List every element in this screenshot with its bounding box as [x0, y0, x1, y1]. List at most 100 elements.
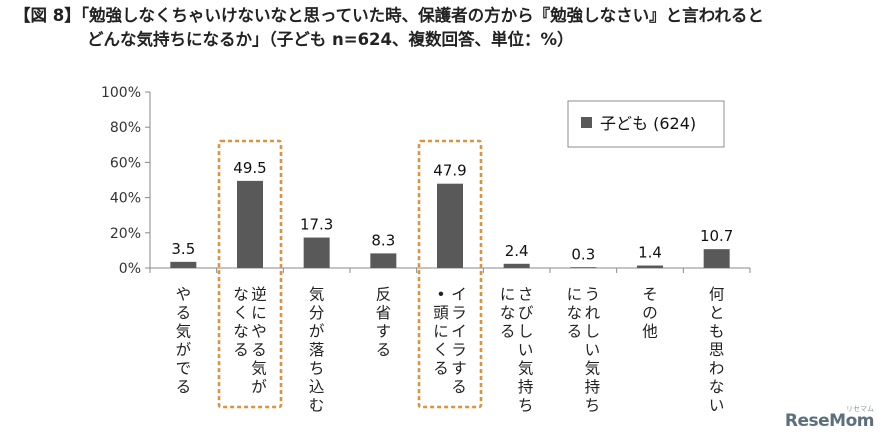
legend-swatch: [581, 117, 592, 128]
category-label-char: そ: [642, 286, 658, 304]
brand-logo-text: ReseMom: [784, 411, 875, 431]
category-label-char: 省: [376, 304, 392, 322]
category-label-char: る: [567, 323, 583, 341]
highlight-boxes: [217, 139, 483, 409]
y-tick-label: 40%: [110, 191, 141, 207]
bar: [370, 253, 397, 268]
category-label-char: 何: [709, 286, 725, 304]
category-label-char: し: [585, 323, 601, 341]
legend: 子ども (624): [567, 100, 725, 148]
category-label-char: で: [176, 360, 192, 378]
category-label-char: が: [251, 378, 267, 396]
y-tick-label: 100%: [101, 85, 141, 101]
category-label-char: む: [309, 397, 325, 415]
category-label-char: る: [433, 360, 449, 378]
category-label-char: な: [233, 323, 249, 341]
bars: [170, 180, 730, 268]
category-label-char: 持: [518, 378, 534, 396]
value-label: 49.5: [233, 159, 266, 177]
y-tick-label: 80%: [110, 120, 141, 136]
category-label-char: ち: [309, 360, 325, 378]
value-label: 10.7: [700, 227, 733, 245]
category-label-char: さ: [518, 286, 534, 304]
brand-logo: ReseMom リセマム: [784, 405, 875, 431]
highlight-box: [217, 139, 283, 409]
category-label-char: 気: [251, 360, 267, 378]
category-label-char: る: [251, 341, 267, 359]
category-label-char: く: [233, 304, 249, 322]
category-label-char: 込: [309, 378, 325, 396]
y-tick-label: 0%: [119, 261, 141, 277]
category-label-char: 気: [585, 360, 601, 378]
bar: [570, 267, 597, 268]
category-label-char: し: [518, 323, 534, 341]
category-labels: やる気がでる逆にやる気がなくなる気分が落ち込む反省するイライラする•頭にくるさび…: [176, 286, 725, 415]
value-label: 2.4: [505, 242, 529, 260]
category-label-char: る: [233, 341, 249, 359]
category-label-char: イ: [451, 286, 467, 304]
category-label-char: が: [176, 341, 192, 359]
category-label-char: な: [709, 378, 725, 396]
category-label-char: の: [642, 304, 658, 322]
value-label: 8.3: [371, 231, 395, 249]
category-label-char: 落: [309, 341, 325, 359]
category-label-char: や: [251, 323, 267, 341]
highlight-box: [417, 139, 483, 409]
category-label-char: く: [433, 341, 449, 359]
value-label: 0.3: [571, 245, 595, 263]
category-label-char: が: [309, 323, 325, 341]
category-label-char: 頭: [433, 304, 449, 322]
category-label-char: ラ: [451, 341, 467, 359]
category-label-char: る: [176, 304, 192, 322]
category-label-char: と: [709, 304, 725, 322]
value-label: 47.9: [433, 162, 466, 180]
category-label-char: 他: [642, 323, 658, 341]
legend-box: [567, 100, 725, 148]
category-label-char: イ: [451, 323, 467, 341]
bar: [703, 249, 730, 268]
category-label-char: ラ: [451, 304, 467, 322]
category-label-char: す: [451, 360, 467, 378]
chart-title: 【図 8】「勉強しなくちゃいけないなと思っていた時、保護者の方から『勉強しなさい…: [14, 4, 874, 52]
category-label-char: も: [709, 323, 725, 341]
category-label-char: る: [451, 378, 467, 396]
category-label-char: な: [233, 286, 249, 304]
category-label-char: い: [709, 397, 725, 415]
bar: [303, 237, 330, 268]
category-label-char: に: [251, 304, 267, 322]
category-label-char: る: [500, 323, 516, 341]
category-label-char: い: [518, 341, 534, 359]
value-label: 17.3: [300, 216, 333, 234]
category-label-char: な: [500, 304, 516, 322]
y-tick-label: 20%: [110, 226, 141, 242]
bar: [503, 263, 530, 268]
value-labels: 3.5 49.5 17.3 8.3 47.9 2.4 0.3 1.4 10.7: [171, 159, 733, 264]
value-label: 3.5: [171, 240, 195, 258]
chart-title-line-2: どんな気持ちになるか」（子ども n=624、複数回答、単位：%）: [87, 30, 574, 49]
category-label-char: 思: [709, 341, 725, 359]
category-label-char: る: [376, 341, 392, 359]
category-label-char: に: [500, 286, 516, 304]
category-label-char: る: [176, 378, 192, 396]
category-label-char: 持: [585, 378, 601, 396]
category-label-char: 反: [376, 286, 392, 304]
category-label-char: 気: [309, 286, 325, 304]
category-label-char: う: [585, 286, 601, 304]
category-label-char: す: [376, 323, 392, 341]
legend-label: 子ども (624): [600, 114, 696, 133]
category-label-char: や: [176, 286, 192, 304]
category-label-char: 分: [309, 304, 325, 322]
category-label-char: れ: [585, 304, 601, 322]
chart-title-line-1: 【図 8】「勉強しなくちゃいけないなと思っていた時、保護者の方から『勉強しなさい…: [14, 6, 764, 25]
category-label-char: に: [567, 286, 583, 304]
category-label-char: わ: [709, 360, 725, 378]
category-label-char: ち: [585, 397, 601, 415]
bar: [237, 180, 263, 268]
brand-logo-sub: リセマム: [846, 405, 874, 413]
value-label: 1.4: [638, 244, 662, 262]
category-label-char: 気: [176, 323, 192, 341]
category-label-char: ち: [518, 397, 534, 415]
y-tick-label: 60%: [110, 155, 141, 171]
bar: [437, 183, 463, 268]
